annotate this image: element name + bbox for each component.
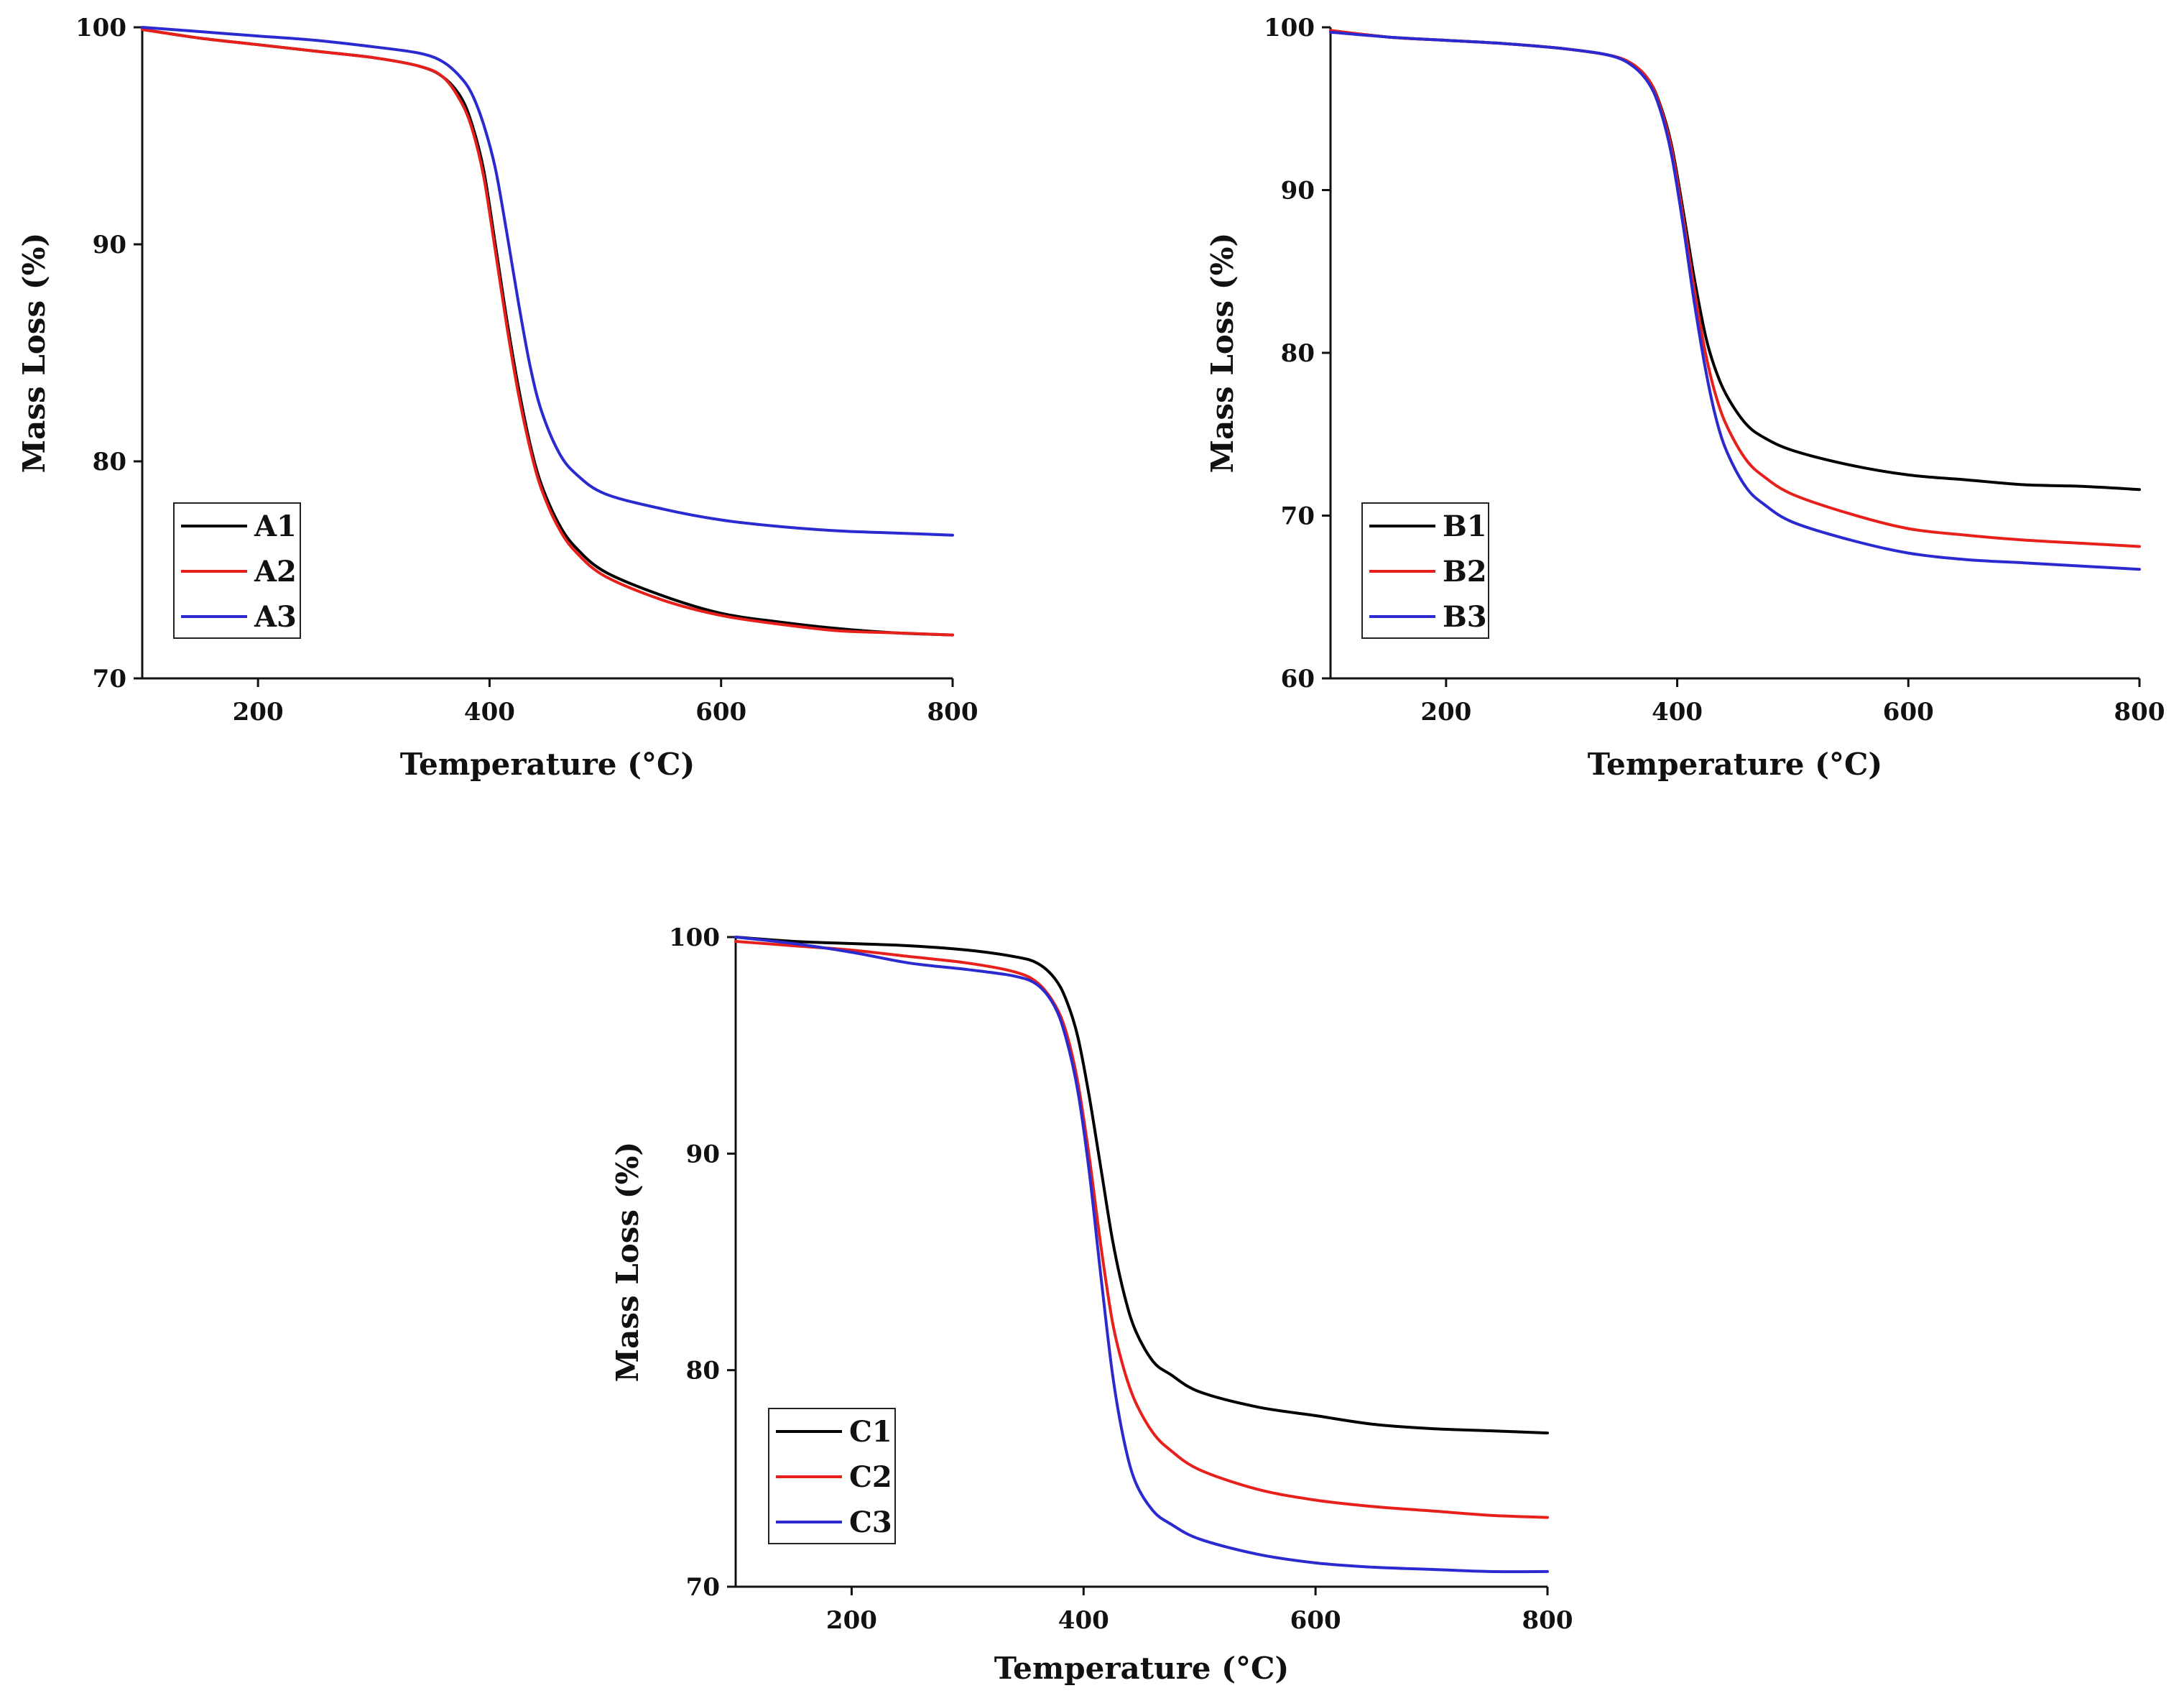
x-axis-title: Temperature (°C) (1588, 747, 1883, 782)
y-tick-label: 100 (669, 923, 720, 952)
series-line-b1 (1329, 29, 2141, 492)
series-line-b3 (1329, 30, 2141, 571)
x-axis-title: Temperature (°C) (994, 1651, 1290, 1686)
x-tick-label: 800 (927, 698, 978, 727)
y-axis-title: Mass Loss (%) (17, 233, 52, 474)
legend-label: C2 (849, 1460, 892, 1494)
y-tick-label: 90 (686, 1140, 720, 1168)
series-line-a3 (141, 26, 954, 537)
legend: C1 C2 C3 (768, 1408, 896, 1544)
x-tick-label: 600 (695, 698, 746, 727)
chart-panel-2: 200 400 600 800 60 70 80 90 100 Temperature (°C) M… (1205, 14, 2165, 782)
chart-panel-3: 200 400 600 800 70 80 90 100 Temperature (°C) Mas… (610, 923, 1573, 1686)
x-tick-label: 200 (826, 1606, 877, 1635)
legend-label: B3 (1443, 600, 1487, 634)
y-tick-label: 90 (1281, 177, 1315, 206)
legend-label: A2 (254, 555, 297, 589)
x-tick-label: 800 (1522, 1606, 1573, 1635)
series-line-c3 (734, 936, 1549, 1574)
y-tick-label: 60 (1281, 665, 1315, 693)
y-tick-label: 100 (1264, 14, 1315, 42)
series-line-c2 (734, 940, 1549, 1519)
x-tick-label: 200 (1420, 698, 1471, 727)
x-axis-title: Temperature (°C) (400, 747, 695, 782)
y-tick-label: 90 (93, 231, 126, 259)
x-tick-label: 600 (1290, 1606, 1341, 1635)
x-tick-label: 800 (2114, 698, 2165, 727)
legend: A1 A2 A3 (173, 502, 301, 639)
y-tick-label: 70 (1281, 502, 1315, 531)
series-line-c1 (734, 936, 1549, 1435)
y-tick-label: 100 (75, 14, 126, 42)
y-tick-label: 80 (686, 1357, 720, 1385)
y-tick-label: 70 (686, 1573, 720, 1602)
x-tick-label: 400 (1652, 698, 1703, 727)
y-tick-label: 80 (1281, 339, 1315, 368)
x-tick-label: 400 (464, 698, 515, 727)
x-tick-label: 600 (1883, 698, 1934, 727)
chart-panel-1: 200 400 600 800 70 80 90 100 Temperature (°C) Mas… (17, 14, 978, 782)
y-axis-title: Mass Loss (%) (1205, 233, 1240, 474)
legend-label: C3 (849, 1506, 892, 1539)
legend-label: B2 (1443, 555, 1487, 589)
x-tick-label: 200 (233, 698, 284, 727)
legend-label: A1 (254, 510, 297, 543)
y-tick-label: 80 (93, 448, 126, 476)
legend: B1 B2 B3 (1361, 502, 1489, 639)
x-tick-label: 400 (1058, 1606, 1109, 1635)
legend-label: C1 (849, 1415, 892, 1449)
series-line-a2 (141, 28, 954, 637)
y-axis-title: Mass Loss (%) (610, 1142, 645, 1383)
legend-label: A3 (254, 600, 297, 634)
y-tick-label: 70 (93, 665, 126, 693)
legend-label: B1 (1443, 510, 1487, 543)
